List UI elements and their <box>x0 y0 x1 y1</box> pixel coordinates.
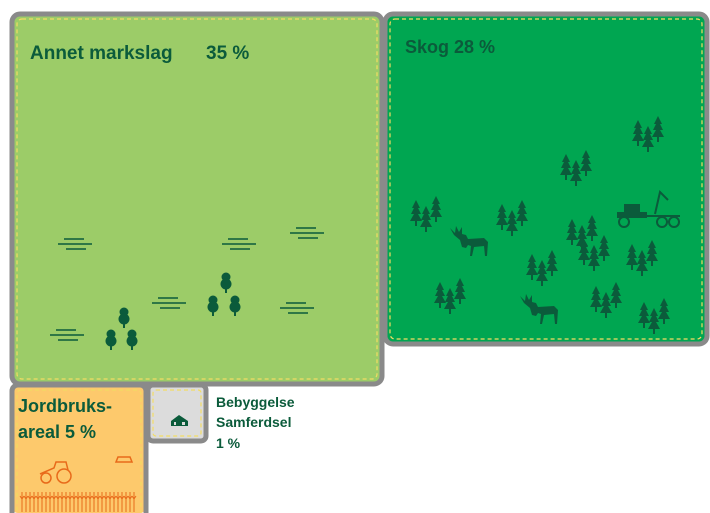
block-label: Skog 28 % <box>405 37 495 57</box>
block-skog <box>385 14 707 344</box>
block-label: Bebyggelse <box>216 394 295 410</box>
block-label: Annet markslag <box>30 43 173 64</box>
block-label: 1 % <box>216 435 241 451</box>
block-bebyggelse <box>148 385 206 441</box>
block-share: 35 % <box>206 43 249 64</box>
block-annet-markslag <box>12 14 382 384</box>
block-label: Samferdsel <box>216 414 291 430</box>
block-label: Jordbruks- <box>18 396 112 416</box>
block-label: areal 5 % <box>18 422 96 442</box>
land-use-infographic: Annet markslag 35 % Skog 28 % Jordbruks-… <box>0 0 710 513</box>
